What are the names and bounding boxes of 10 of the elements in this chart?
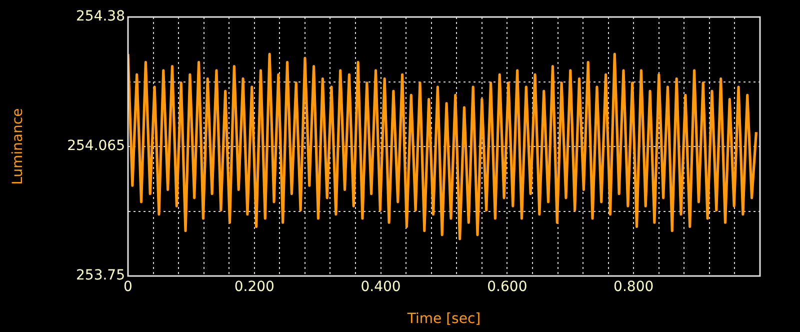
x-tick-label: 0.200 (234, 279, 274, 296)
x-axis-title: Time [sec] (406, 311, 481, 328)
y-axis-title: Luminance (10, 108, 26, 185)
y-tick-label: 254.38 (76, 8, 125, 25)
y-tick-label: 253.75 (76, 268, 125, 284)
x-tick-label: 0 (124, 279, 132, 296)
x-tick-label: 0.400 (360, 279, 401, 296)
x-tick-label: 0.800 (614, 279, 654, 296)
y-tick-label: 254.065 (67, 138, 125, 154)
x-tick-label: 0.600 (487, 279, 528, 296)
